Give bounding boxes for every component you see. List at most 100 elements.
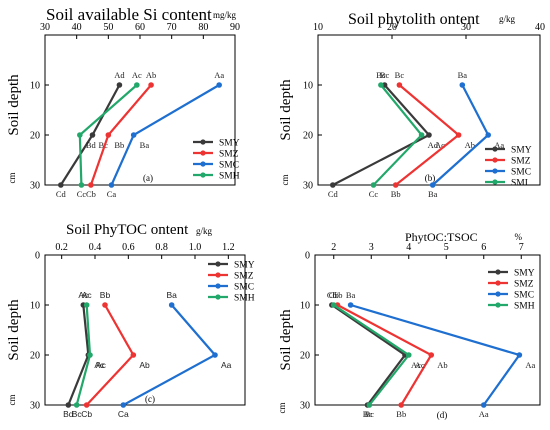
legend-entry: SMZ: [514, 280, 534, 290]
legend-marker: [495, 291, 501, 297]
significance-label: Bb: [114, 140, 124, 150]
legend-marker: [215, 294, 221, 300]
y-unit-label: cm: [7, 173, 17, 184]
data-point-smc: [459, 82, 466, 88]
data-point-smy: [65, 402, 72, 408]
legend-marker: [215, 261, 221, 267]
legend-marker: [200, 139, 206, 145]
legend-entry: SMY: [234, 261, 255, 271]
significance-label: Bb: [396, 409, 406, 419]
series-line-smc: [122, 304, 217, 406]
data-point-smy: [89, 132, 96, 138]
significance-label: Ba: [346, 290, 356, 300]
plot-frame: [314, 254, 541, 406]
data-point-smc: [429, 182, 436, 188]
significance-label: Bc: [395, 70, 405, 80]
data-point-smy: [330, 182, 336, 188]
legend-entry: SMH: [234, 294, 255, 304]
significance-label: Aa: [494, 140, 504, 150]
data-point-smz: [396, 82, 403, 88]
significance-label: Ad: [114, 70, 125, 80]
y-tick-label: 0: [305, 251, 310, 262]
data-point-smi: [378, 82, 384, 88]
y-axis-label: Soil depth: [6, 299, 22, 361]
x-tick-label: 30: [40, 22, 50, 33]
y-tick-label: 10: [300, 301, 310, 312]
significance-label: Bb: [391, 189, 401, 199]
series-line-smc: [110, 84, 220, 186]
data-point-smy: [58, 182, 64, 188]
significance-label: Aa: [479, 409, 489, 419]
x-tick-label: 1.0: [189, 242, 202, 253]
x-unit-label: g/kg: [499, 14, 516, 24]
data-point-smz: [88, 182, 94, 188]
data-point-smz: [130, 352, 137, 358]
y-tick-label: 10: [30, 301, 40, 312]
significance-label: Ac: [415, 360, 425, 370]
data-point-smc: [120, 402, 127, 408]
significance-label: Ca: [118, 409, 129, 419]
significance-label: Cb: [329, 290, 339, 300]
significance-label: Bc: [365, 409, 375, 419]
legend-entry: SMC: [219, 161, 239, 171]
significance-label: Ac: [96, 360, 107, 370]
significance-label: Ba: [458, 70, 468, 80]
significance-label: Cb: [333, 290, 343, 300]
data-point-smh: [366, 402, 373, 408]
y-tick-label: 20: [300, 351, 310, 362]
data-point-smz: [398, 402, 405, 408]
data-point-smh: [83, 302, 90, 308]
legend-marker: [215, 283, 221, 289]
chart-panel-c: Soil PhyTOC ontent g/kg 0.2 0.4 0.6 0.8 1.0 1.2…: [6, 222, 255, 419]
chart-title: Soil PhyTOC ontent: [66, 222, 189, 238]
x-unit-label: g/kg: [196, 226, 213, 236]
significance-label: Ab: [139, 360, 150, 370]
significance-label: Aa: [525, 360, 535, 370]
data-point-smc: [347, 302, 354, 308]
data-point-smz: [105, 132, 112, 138]
significance-label: Cc: [77, 189, 87, 199]
y-tick-label: 30: [30, 181, 40, 192]
x-tick-label: 40: [72, 22, 82, 33]
data-point-smc: [130, 132, 137, 138]
plot-frame: [317, 34, 541, 186]
x-tick-label: 3: [369, 242, 374, 253]
x-tick-label: 0.2: [55, 242, 68, 253]
significance-label: Ab: [437, 360, 447, 370]
legend-entry: SMY: [514, 269, 535, 279]
legend-entry: SMC: [514, 291, 534, 301]
chart-title: Soil available Si content: [46, 5, 212, 24]
significance-label: Ab: [465, 140, 475, 150]
data-point-smc: [168, 302, 175, 308]
chart-title: PhytOC:TSOC: [405, 230, 478, 244]
chart-title: Soil phytolith ontent: [348, 11, 480, 28]
data-point-smc: [216, 82, 222, 88]
x-tick-label: 10: [313, 22, 323, 33]
y-tick-label: 10: [30, 81, 40, 92]
data-point-smc: [516, 352, 523, 358]
legend-entry: SMI: [511, 179, 528, 189]
x-tick-label: 1.2: [222, 242, 235, 253]
x-tick-label: 90: [230, 22, 240, 33]
x-unit-label: %: [515, 232, 523, 242]
significance-label: Ad: [428, 140, 439, 150]
significance-label: Ab: [146, 70, 156, 80]
significance-label: Bc: [376, 70, 386, 80]
data-point-smc: [108, 182, 115, 188]
panel-label: (d): [437, 410, 448, 420]
significance-label: Bc: [72, 409, 83, 419]
legend-marker: [200, 172, 206, 178]
significance-label: Ac: [94, 360, 105, 370]
series-line-smz: [85, 304, 135, 406]
data-point-smh: [87, 352, 93, 358]
significance-label: Aa: [221, 360, 232, 370]
legend-marker: [492, 168, 498, 174]
y-unit-label: cm: [7, 395, 17, 406]
x-tick-label: 40: [535, 22, 545, 33]
significance-label: Cb: [86, 189, 96, 199]
legend-entry: SMZ: [234, 272, 254, 282]
x-tick-label: 2: [331, 242, 336, 253]
